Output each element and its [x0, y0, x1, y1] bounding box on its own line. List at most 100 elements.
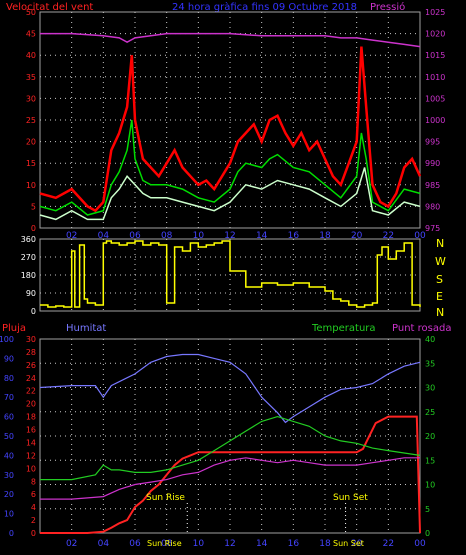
- y-tick-label-pressure: 990: [425, 159, 440, 168]
- rain-label: Pluja: [2, 323, 26, 334]
- y-tick-label-direction: 90: [26, 289, 36, 298]
- x-tick-label: 08: [161, 539, 173, 549]
- y-tick-label-rain: 2: [31, 516, 36, 525]
- sunset-bottom-label: Sun Set: [333, 539, 364, 548]
- y-tick-label-wind: 50: [26, 8, 36, 17]
- y-tick-label-humidity: 20: [4, 490, 14, 499]
- y-tick-label-humidity: 80: [4, 374, 14, 383]
- compass-n-bottom: N: [436, 306, 444, 319]
- x-tick-label: 12: [224, 539, 235, 549]
- wind-panel: 0510152025303540455097598098599099510001…: [26, 8, 446, 241]
- x-tick-label: 22: [383, 231, 394, 241]
- y-tick-label-direction: 180: [21, 271, 36, 280]
- y-tick-label-pressure: 995: [425, 138, 440, 147]
- y-tick-label-humidity: 10: [4, 510, 14, 519]
- y-tick-label-humidity: 60: [4, 413, 14, 422]
- y-tick-label-humidity: 100: [0, 335, 14, 344]
- y-tick-label-wind: 0: [31, 224, 36, 233]
- y-tick-label-temperature: 35: [425, 359, 435, 368]
- y-tick-label-rain: 22: [26, 387, 36, 396]
- y-tick-label-rain: 20: [26, 400, 36, 409]
- x-tick-label: 12: [224, 231, 235, 241]
- compass-s: S: [436, 273, 443, 286]
- y-tick-label-pressure: 975: [425, 224, 440, 233]
- humidity-label: Humitat: [66, 323, 106, 334]
- y-tick-label-temperature: 10: [425, 481, 435, 490]
- x-tick-label: 16: [288, 231, 300, 241]
- y-tick-label-pressure: 1020: [425, 30, 445, 39]
- x-tick-label: 02: [66, 231, 77, 241]
- sunrise-bottom-label: Sun Rise: [147, 539, 182, 548]
- pressure-line: [40, 32, 421, 48]
- x-tick-label: 18: [319, 539, 331, 549]
- x-tick-label: 14: [256, 539, 268, 549]
- y-tick-label-rain: 26: [26, 361, 36, 370]
- y-tick-label-wind: 10: [26, 181, 36, 190]
- y-tick-label-direction: 270: [21, 253, 36, 262]
- x-tick-label: 22: [383, 539, 394, 549]
- wind-speed-line: [39, 167, 421, 221]
- y-tick-label-wind: 35: [26, 73, 36, 82]
- temperature-line: [40, 415, 421, 481]
- x-tick-label: 18: [319, 231, 331, 241]
- y-tick-label-rain: 6: [31, 490, 36, 499]
- y-tick-label-wind: 25: [26, 116, 36, 125]
- compass-e: E: [436, 290, 443, 303]
- y-tick-label-pressure: 985: [425, 181, 440, 190]
- x-tick-label: 20: [351, 539, 363, 549]
- y-tick-label-rain: 16: [26, 426, 36, 435]
- x-tick-label: 04: [98, 539, 110, 549]
- y-tick-label-rain: 30: [26, 335, 36, 344]
- y-tick-label-rain: 14: [26, 438, 36, 447]
- y-tick-label-humidity: 30: [4, 471, 14, 480]
- temperature-label: Temperatura: [311, 323, 376, 334]
- y-tick-label-pressure: 1005: [425, 94, 445, 103]
- x-tick-label: 00: [414, 539, 426, 549]
- y-tick-label-rain: 12: [26, 451, 36, 460]
- x-tick-label: 00: [414, 231, 426, 241]
- x-tick-label: 14: [256, 231, 268, 241]
- y-tick-label-rain: 4: [31, 503, 36, 512]
- y-tick-label-pressure: 980: [425, 202, 440, 211]
- y-tick-label-rain: 8: [31, 477, 36, 486]
- y-tick-label-humidity: 50: [4, 432, 14, 441]
- y-tick-label-pressure: 1010: [425, 73, 445, 82]
- y-tick-label-pressure: 1025: [425, 8, 445, 17]
- humidity-line: [39, 353, 421, 424]
- y-tick-label-pressure: 1000: [425, 116, 445, 125]
- y-tick-label-rain: 24: [26, 374, 36, 383]
- y-tick-label-temperature: 30: [425, 384, 435, 393]
- y-tick-label-temperature: 25: [425, 408, 435, 417]
- x-tick-label: 16: [288, 539, 300, 549]
- y-tick-label-rain: 0: [31, 529, 36, 538]
- wind-gust-line: [39, 46, 422, 213]
- lower-panel: 0102030405060708090100024681012141618202…: [0, 335, 435, 549]
- x-tick-label: 02: [66, 539, 77, 549]
- y-tick-label-pressure: 1015: [425, 51, 445, 60]
- y-tick-label-direction: 360: [21, 235, 36, 244]
- x-tick-label: 08: [161, 231, 173, 241]
- chart-title: 24 hora gràfica fins 09 Octubre 2018: [172, 1, 357, 13]
- rain-line: [40, 415, 421, 534]
- x-tick-label: 04: [98, 231, 110, 241]
- sunset-label: Sun Set: [333, 493, 368, 503]
- y-tick-label-rain: 10: [26, 464, 36, 473]
- compass-n-top: N: [436, 237, 444, 250]
- y-tick-label-wind: 5: [31, 202, 36, 211]
- y-tick-label-rain: 18: [26, 413, 36, 422]
- x-tick-label: 20: [351, 231, 363, 241]
- x-tick-label: 06: [129, 231, 141, 241]
- y-tick-label-wind: 45: [26, 30, 36, 39]
- y-tick-label-wind: 30: [26, 94, 36, 103]
- y-tick-label-temperature: 0: [425, 529, 430, 538]
- wind-average-line: [39, 119, 421, 216]
- x-tick-label: 10: [193, 539, 205, 549]
- wind-direction-trace: [40, 240, 421, 308]
- compass-w: W: [435, 255, 446, 268]
- y-tick-label-humidity: 40: [4, 451, 14, 460]
- x-tick-label: 10: [193, 231, 205, 241]
- y-tick-label-temperature: 5: [425, 505, 430, 514]
- direction-panel: 0 90 180 270 360: [21, 235, 421, 316]
- y-tick-label-wind: 15: [26, 159, 36, 168]
